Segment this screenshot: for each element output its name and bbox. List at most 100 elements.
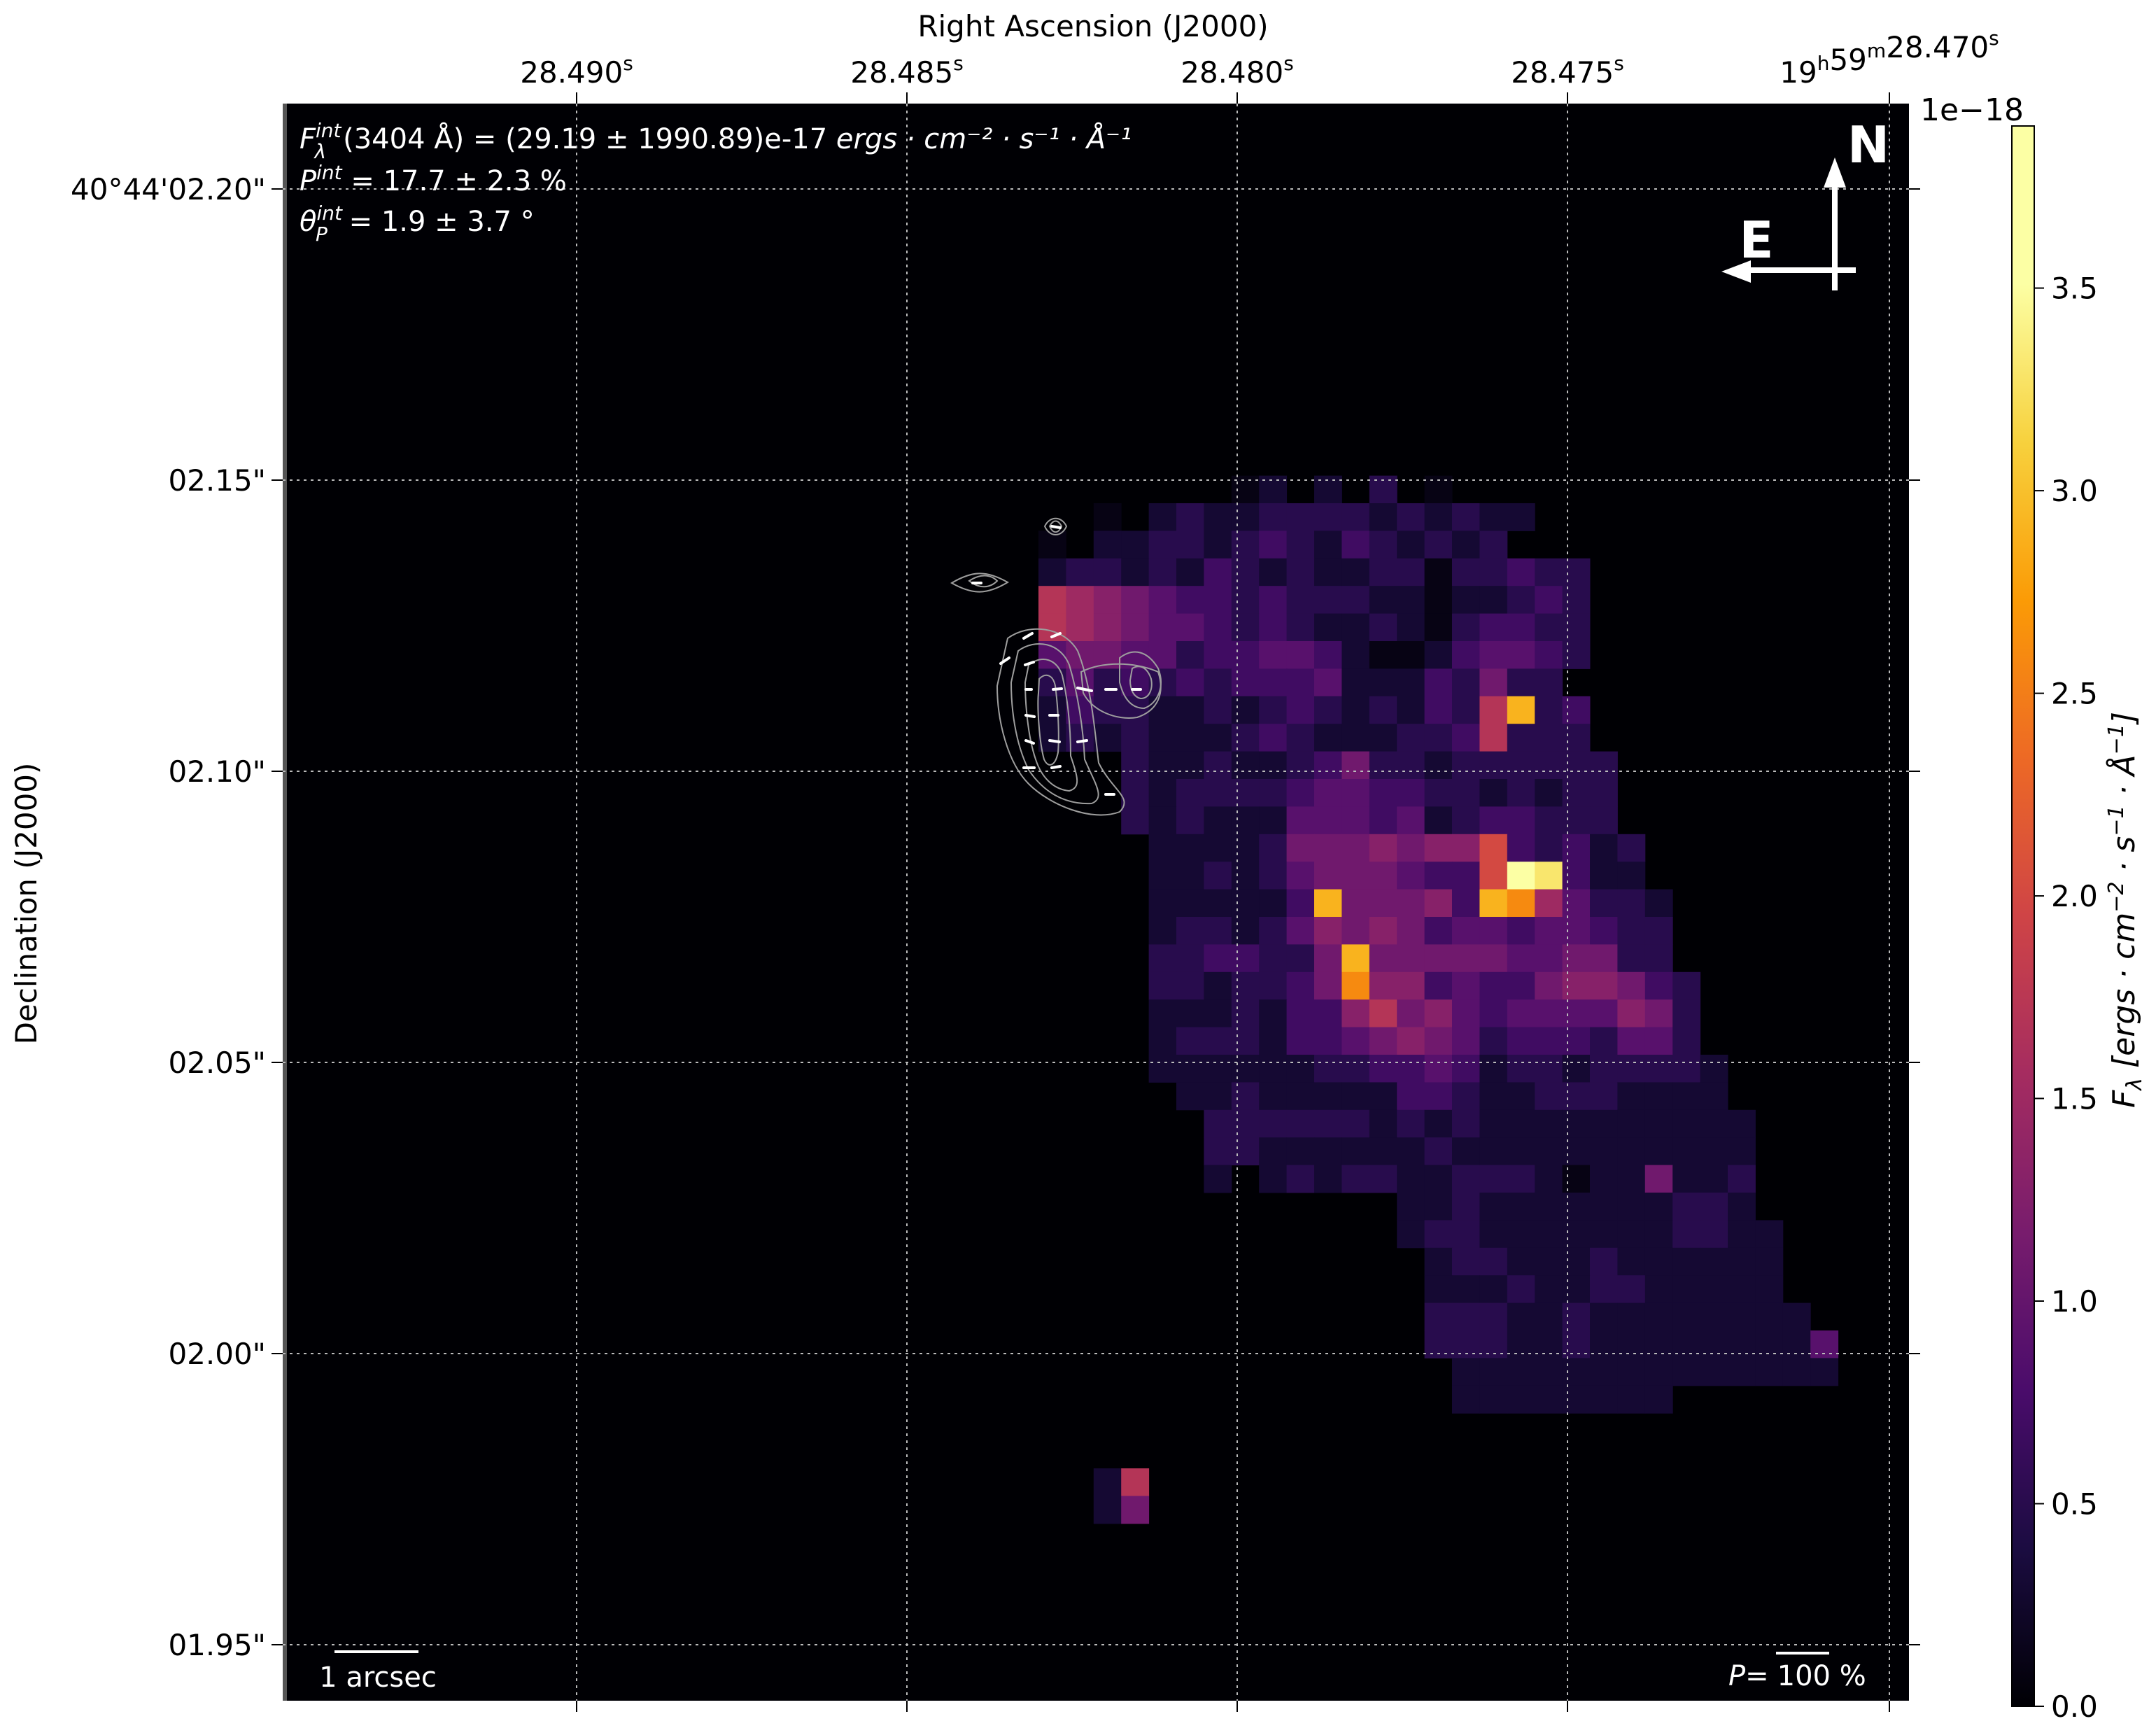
flux-pixel (1644, 1193, 1673, 1221)
flux-pixel (1535, 751, 1563, 780)
flux-pixel (1617, 1358, 1646, 1386)
flux-pixel (1479, 1137, 1508, 1166)
flux-pixel (1535, 1275, 1563, 1304)
flux-pixel (1286, 862, 1315, 890)
y-axis-title: Declination (J2000) (9, 763, 43, 1045)
flux-pixel (1507, 1358, 1535, 1386)
flux-pixel (1231, 806, 1260, 835)
flux-pixel (1204, 862, 1232, 890)
flux-pixel (1479, 1385, 1508, 1414)
flux-pixel (1590, 999, 1618, 1028)
flux-pixel (1148, 944, 1177, 973)
flux-pixel (1424, 834, 1453, 862)
flux-pixel (1286, 1055, 1315, 1083)
flux-pixel (1093, 696, 1122, 724)
flux-pixel (1397, 641, 1425, 669)
flux-pixel (1369, 586, 1397, 614)
flux-pixel (1176, 641, 1204, 669)
colorbar-tick-label: 1.0 (2051, 1284, 2098, 1319)
flux-pixel (1617, 1137, 1646, 1166)
flux-pixel (1204, 1137, 1232, 1166)
flux-pixel (1424, 1220, 1453, 1249)
flux-pixel (1369, 779, 1397, 807)
flux-pixel (1452, 862, 1480, 890)
flux-pixel (1672, 1082, 1701, 1111)
pol-degree-text: Pint = 17.7 ± 2.3 % (300, 161, 567, 197)
flux-pixel (1535, 1109, 1563, 1138)
flux-pixel (1397, 751, 1425, 780)
flux-pixel (1672, 1027, 1701, 1055)
flux-pixel (1617, 1165, 1646, 1193)
flux-pixel (1562, 1302, 1591, 1331)
flux-pixel (1507, 1275, 1535, 1304)
flux-pixel (1535, 641, 1563, 669)
colorbar-label-subscript: λ (2122, 1078, 2147, 1092)
flux-pixel (1479, 971, 1508, 1000)
flux-pixel (1562, 971, 1591, 1000)
flux-pixel (1341, 696, 1370, 724)
flux-pixel (1755, 1220, 1784, 1249)
flux-pixel (1452, 1358, 1480, 1386)
flux-pixel (1562, 806, 1591, 835)
flux-pixel (1562, 724, 1591, 752)
flux-pixel (1231, 641, 1260, 669)
flux-pixel (1617, 1082, 1646, 1111)
flux-pixel (1314, 999, 1342, 1028)
flux-pixel (1066, 613, 1094, 642)
flux-pixel (1672, 1193, 1701, 1221)
flux-pixel (1452, 1027, 1480, 1055)
flux-pixel (1507, 503, 1535, 531)
flux-pixel (1479, 1220, 1508, 1249)
flux-pixel (1231, 724, 1260, 752)
flux-pixel (1093, 724, 1122, 752)
flux-pixel (1507, 971, 1535, 1000)
flux-pixel (1038, 586, 1066, 614)
y-tick-label: 02.10" (168, 754, 266, 789)
flux-pixel (1176, 889, 1204, 918)
flux-pixel (1038, 531, 1066, 559)
flux-pixel (1397, 917, 1425, 945)
flux-pixel (1562, 1027, 1591, 1055)
flux-pixel (1204, 641, 1232, 669)
flux-pixel (1259, 1082, 1288, 1111)
flux-pixel (1397, 944, 1425, 973)
flux-pixel (1231, 613, 1260, 642)
flux-pixel (1755, 1247, 1784, 1276)
flux-pixel (1617, 944, 1646, 973)
flux-pixel (1617, 971, 1646, 1000)
flux-pixel (1231, 944, 1260, 973)
flux-pixel (1728, 1109, 1756, 1138)
flux-pixel (1093, 1496, 1122, 1524)
flux-pixel (1535, 1358, 1563, 1386)
pol-angle-symbol: θ (300, 206, 316, 238)
flux-pixel (1672, 1055, 1701, 1083)
flux-pixel (1231, 586, 1260, 614)
flux-pixel (1369, 724, 1397, 752)
flux-pixel (1204, 668, 1232, 697)
flux-pixel (1148, 917, 1177, 945)
flux-pixel (1397, 724, 1425, 752)
flux-pixel (1369, 668, 1397, 697)
flux-pixel (1590, 1137, 1618, 1166)
y-tick-label: 40°44'02.20" (71, 172, 266, 206)
flux-pixel (1424, 613, 1453, 642)
flux-pixel (1728, 1275, 1756, 1304)
pol-degree-superscript: int (316, 161, 343, 184)
flux-pixel (1479, 558, 1508, 586)
flux-pixel (1535, 558, 1563, 586)
flux-pixel (1204, 613, 1232, 642)
flux-pixel (1562, 1109, 1591, 1138)
flux-pixel (1176, 531, 1204, 559)
flux-pixel (1066, 641, 1094, 669)
flux-pixel (1562, 1220, 1591, 1249)
flux-pixel (1562, 613, 1591, 642)
flux-pixel (1397, 531, 1425, 559)
colorbar-tick-label: 2.5 (2051, 677, 2098, 711)
flux-pixel (1286, 503, 1315, 531)
flux-pixel (1617, 1055, 1646, 1083)
flux-pixel (1562, 1385, 1591, 1414)
flux-pixel (1341, 1137, 1370, 1166)
flux-pixel (1121, 806, 1150, 835)
flux-pixel (1452, 724, 1480, 752)
